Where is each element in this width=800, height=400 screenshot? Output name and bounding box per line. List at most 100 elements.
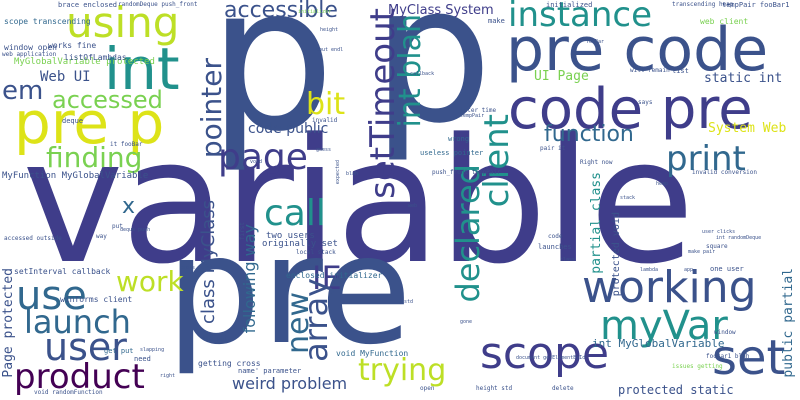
word: right	[160, 373, 176, 379]
word: it fooBar	[110, 141, 143, 148]
word: Web UI	[40, 69, 91, 85]
word: class	[560, 257, 576, 263]
word: pre code	[506, 15, 769, 85]
word: code	[548, 233, 563, 240]
word: MyGlobalVariable protected	[14, 57, 155, 67]
word: variable	[22, 101, 695, 302]
word: local stack	[296, 249, 336, 256]
word: accessed	[52, 86, 163, 114]
word: product	[14, 357, 145, 397]
word: deque push	[120, 227, 151, 233]
word: gone	[460, 319, 473, 325]
word: Page protected	[1, 268, 16, 378]
word: height	[320, 27, 339, 33]
word: randomDeque push_front	[118, 1, 198, 8]
word: useless pointer	[420, 149, 484, 157]
word: initializer	[298, 9, 332, 15]
word: document getElementById	[516, 355, 586, 361]
word: p	[372, 0, 493, 165]
word: int MyGlobalVariable	[592, 337, 725, 350]
word: make	[488, 17, 505, 25]
word: UI Page	[534, 69, 589, 84]
word: bit	[306, 87, 346, 122]
word: page	[218, 137, 308, 178]
word: accessible	[224, 0, 338, 23]
word: std pair	[202, 335, 231, 342]
word: std	[404, 299, 414, 305]
word: int	[104, 35, 180, 103]
word: x	[122, 194, 136, 219]
word: user clicks	[702, 229, 736, 235]
word: MyFunction MyGlobalVariable	[2, 171, 149, 181]
word: void	[250, 159, 263, 165]
word: callback	[410, 71, 435, 77]
word: launch	[24, 303, 131, 341]
word: following way	[240, 224, 259, 334]
word: Right now	[580, 159, 613, 166]
word: getting cross	[198, 359, 261, 368]
word: name' parameter	[238, 367, 302, 375]
word: accessed outside	[4, 235, 62, 242]
word: need	[134, 355, 151, 363]
word: working	[582, 262, 757, 313]
word: fooBar	[586, 39, 605, 45]
word: blah	[346, 171, 359, 177]
word: first	[239, 222, 246, 241]
word: invalid	[312, 117, 338, 124]
word: tempPair	[460, 113, 485, 119]
word: guess	[316, 147, 332, 153]
word: static int	[704, 71, 783, 86]
word: myVar	[600, 303, 728, 349]
word: later time	[460, 107, 497, 114]
word: list	[672, 67, 689, 75]
word: void MyFunction	[336, 349, 409, 358]
word: cout endl	[316, 47, 344, 53]
word: function	[544, 122, 634, 147]
word: open	[420, 385, 435, 392]
word: class MyClass	[198, 200, 219, 324]
word: originally set	[262, 239, 338, 249]
word: one user	[710, 265, 744, 273]
word: p	[208, 0, 335, 176]
word: finding	[46, 141, 143, 174]
word: tempPair fooBar1	[722, 1, 790, 9]
word: MyClass System	[388, 3, 494, 18]
word: set	[712, 330, 786, 386]
word: brace enclosed	[58, 1, 118, 9]
word: listOfLambdas	[64, 53, 127, 62]
word: make pair	[688, 249, 716, 255]
word: works fine	[48, 41, 97, 50]
word: partial class	[589, 172, 604, 274]
word: transcending heap	[672, 1, 734, 8]
word: put	[112, 223, 123, 230]
word: says	[638, 99, 653, 106]
word: pair it	[540, 145, 566, 152]
word: web	[408, 203, 418, 209]
word: print	[666, 139, 746, 179]
word: initialized	[546, 1, 593, 9]
word: slapping	[140, 347, 165, 353]
word: wrong	[448, 135, 470, 143]
word: IE	[312, 259, 342, 297]
word: instance	[508, 0, 653, 35]
word: fooBar1 blah	[706, 353, 750, 360]
word: protected static	[618, 383, 734, 397]
word: push_front tempPair	[432, 169, 501, 176]
word: heap	[656, 181, 669, 187]
word: scope	[480, 328, 610, 379]
word: void randomFunction	[34, 389, 103, 396]
word: user	[44, 325, 127, 369]
word: square	[706, 243, 728, 250]
word: pre p	[14, 89, 165, 157]
word: window	[714, 329, 736, 336]
word: will remain	[630, 67, 670, 74]
word: pre	[166, 204, 412, 378]
word: get put	[104, 347, 134, 355]
word: enclosed initializer	[286, 271, 383, 280]
word: way	[96, 233, 107, 240]
word: height std	[476, 385, 513, 392]
word: setInterval callback	[14, 267, 111, 276]
word: app	[684, 267, 694, 273]
word: two users	[266, 231, 315, 241]
word: declared	[449, 164, 487, 303]
